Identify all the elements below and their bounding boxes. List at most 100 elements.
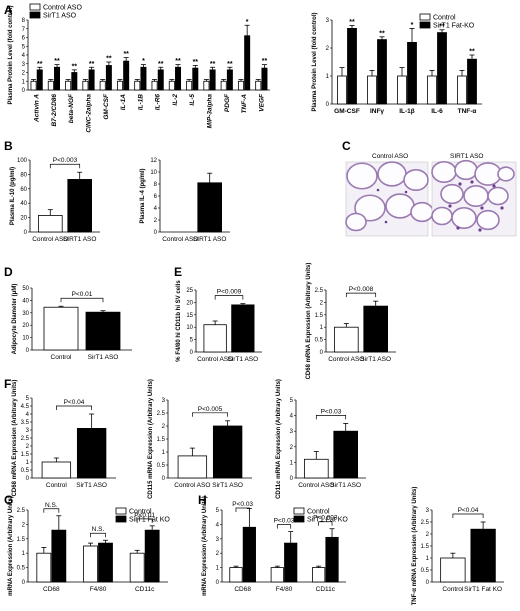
legend-swatch <box>293 507 305 515</box>
adipocyte-cell <box>410 201 434 223</box>
x-category-label: Control <box>51 354 73 361</box>
chart-d: 0 10 20 30 40 50 Adipocyte Diameter (μM) Contro… <box>12 284 132 361</box>
y-tick-label: 0.5 <box>157 463 166 469</box>
x-category-label: INFγ <box>370 108 384 115</box>
adipocyte-cell <box>377 161 407 187</box>
bar <box>168 80 175 91</box>
cell-nucleus <box>470 180 474 184</box>
bar <box>363 305 388 353</box>
x-category-label: IL-6 <box>431 108 443 115</box>
y-tick-label: 0.5 <box>17 566 26 572</box>
adipocyte-cell <box>440 183 464 205</box>
x-category-label: TNF-α <box>458 108 477 115</box>
significance-bracket <box>192 412 228 417</box>
y-axis-label: TNF-α mRNA Expression (Arbitrary Units) <box>412 487 418 606</box>
bar <box>203 80 210 91</box>
chart-a2: 0 1 2 3 Plasma Protein Level (fold control) G… <box>312 12 482 115</box>
y-axis-label: % F4/80 hi CD11b hi SV cells <box>176 280 182 362</box>
y-axis-label: CD68 mRNA Expression (Arbitrary Units) <box>12 380 18 497</box>
bar <box>82 80 89 91</box>
significance-marker: ** <box>227 61 233 68</box>
x-category-label: SirT1 ASO <box>330 482 361 489</box>
y-axis-label: Plasma IL-4 (pg/ml) <box>140 168 146 223</box>
bar <box>105 65 112 91</box>
legend-label: Control ASO <box>43 5 82 12</box>
significance-marker: * <box>142 58 145 65</box>
x-category-label: IL-1B <box>137 94 144 111</box>
y-tick-label: 50 <box>22 286 29 292</box>
bar <box>284 542 298 583</box>
legend-label: SirT1 Fat-KO <box>433 23 475 30</box>
significance-bracket <box>136 518 153 523</box>
y-tick-label: 10 <box>186 325 193 331</box>
bar <box>337 75 347 105</box>
adipocyte-cell <box>451 207 477 230</box>
bar <box>377 39 387 105</box>
bar <box>83 545 98 583</box>
y-tick-label: 10 <box>150 170 157 176</box>
bar <box>175 66 182 91</box>
significance-marker: ** <box>158 61 164 68</box>
y-tick-label: 2 <box>326 46 330 52</box>
y-tick-label: 1 <box>22 79 26 85</box>
significance-marker: ** <box>379 30 385 37</box>
y-tick-label: 8 <box>154 182 158 188</box>
y-tick-label: 1 <box>290 460 294 466</box>
y-tick-label: 2 <box>22 71 26 77</box>
y-axis-label: CD115 mRNA Expression (Arbitrary Units) <box>148 379 154 499</box>
x-category-label: B7-2/CD86 <box>51 94 58 127</box>
bar <box>397 75 407 105</box>
chart-b2: 0 2 4 6 8 10 12 Plasma IL-4 (pg/ml) Control ASOS… <box>140 158 230 243</box>
significance-marker: * <box>246 19 249 26</box>
adipocyte-cell <box>354 194 386 222</box>
panel-letter-a: A <box>4 3 13 17</box>
cell-nucleus <box>480 206 484 210</box>
y-tick-label: 2.5 <box>421 520 430 526</box>
x-category-label: Activin A <box>34 94 41 123</box>
y-tick-label: 6 <box>22 36 26 42</box>
legend-label: SirT1 ASO <box>43 13 77 20</box>
panel-letter-e: E <box>174 265 182 279</box>
legend-label: SirT1 Fat KO <box>129 517 170 524</box>
bar <box>47 80 54 91</box>
x-category-label: SirT1 Fat KO <box>464 586 502 593</box>
y-tick-label: 1.5 <box>17 537 26 543</box>
p-value-label: P<0.005 <box>198 406 223 413</box>
y-tick-label: 60 <box>20 187 27 193</box>
chart-e1: 0 5 10 15 20 25 % F4/80 hi CD11b hi SV cells Co… <box>176 280 262 363</box>
significance-bracket <box>43 508 60 513</box>
y-tick-label: 2 <box>154 218 158 224</box>
y-tick-label: 30 <box>22 311 29 317</box>
bar <box>41 461 72 479</box>
x-category-label: IL-1A <box>120 94 127 111</box>
y-tick-label: 100 <box>17 158 28 164</box>
bar <box>140 66 147 91</box>
bar <box>30 80 37 91</box>
panel-letter-h: H <box>198 493 207 507</box>
cell-nucleus <box>458 182 462 186</box>
y-tick-label: 0 <box>26 476 30 482</box>
y-tick-label: 0 <box>22 580 26 586</box>
bar <box>437 32 447 105</box>
y-tick-label: 0 <box>162 476 166 482</box>
y-tick-label: 0 <box>26 348 30 354</box>
cell-nucleus <box>448 204 452 208</box>
y-tick-label: 20 <box>186 300 193 306</box>
p-value-label: P<0.003 <box>53 157 78 164</box>
y-tick-label: 0 <box>22 88 26 94</box>
x-category-label: SirT1 ASO <box>212 482 243 489</box>
cell-nucleus <box>376 188 380 192</box>
x-category-label: Control ASO <box>174 482 210 489</box>
bar <box>209 69 216 91</box>
micrograph-sirt1-image <box>431 159 517 237</box>
x-category-label: PDGF <box>224 93 231 112</box>
x-category-label: MIP-3alpha <box>207 94 214 129</box>
cell-nucleus <box>478 228 482 232</box>
micrograph-left-title: Control ASO <box>372 153 408 160</box>
y-tick-label: 6 <box>154 194 158 200</box>
adipocyte-cell <box>431 206 453 226</box>
y-tick-label: 4.5 <box>21 404 30 410</box>
y-tick-label: 1 <box>326 74 330 80</box>
significance-marker: ** <box>54 58 60 65</box>
